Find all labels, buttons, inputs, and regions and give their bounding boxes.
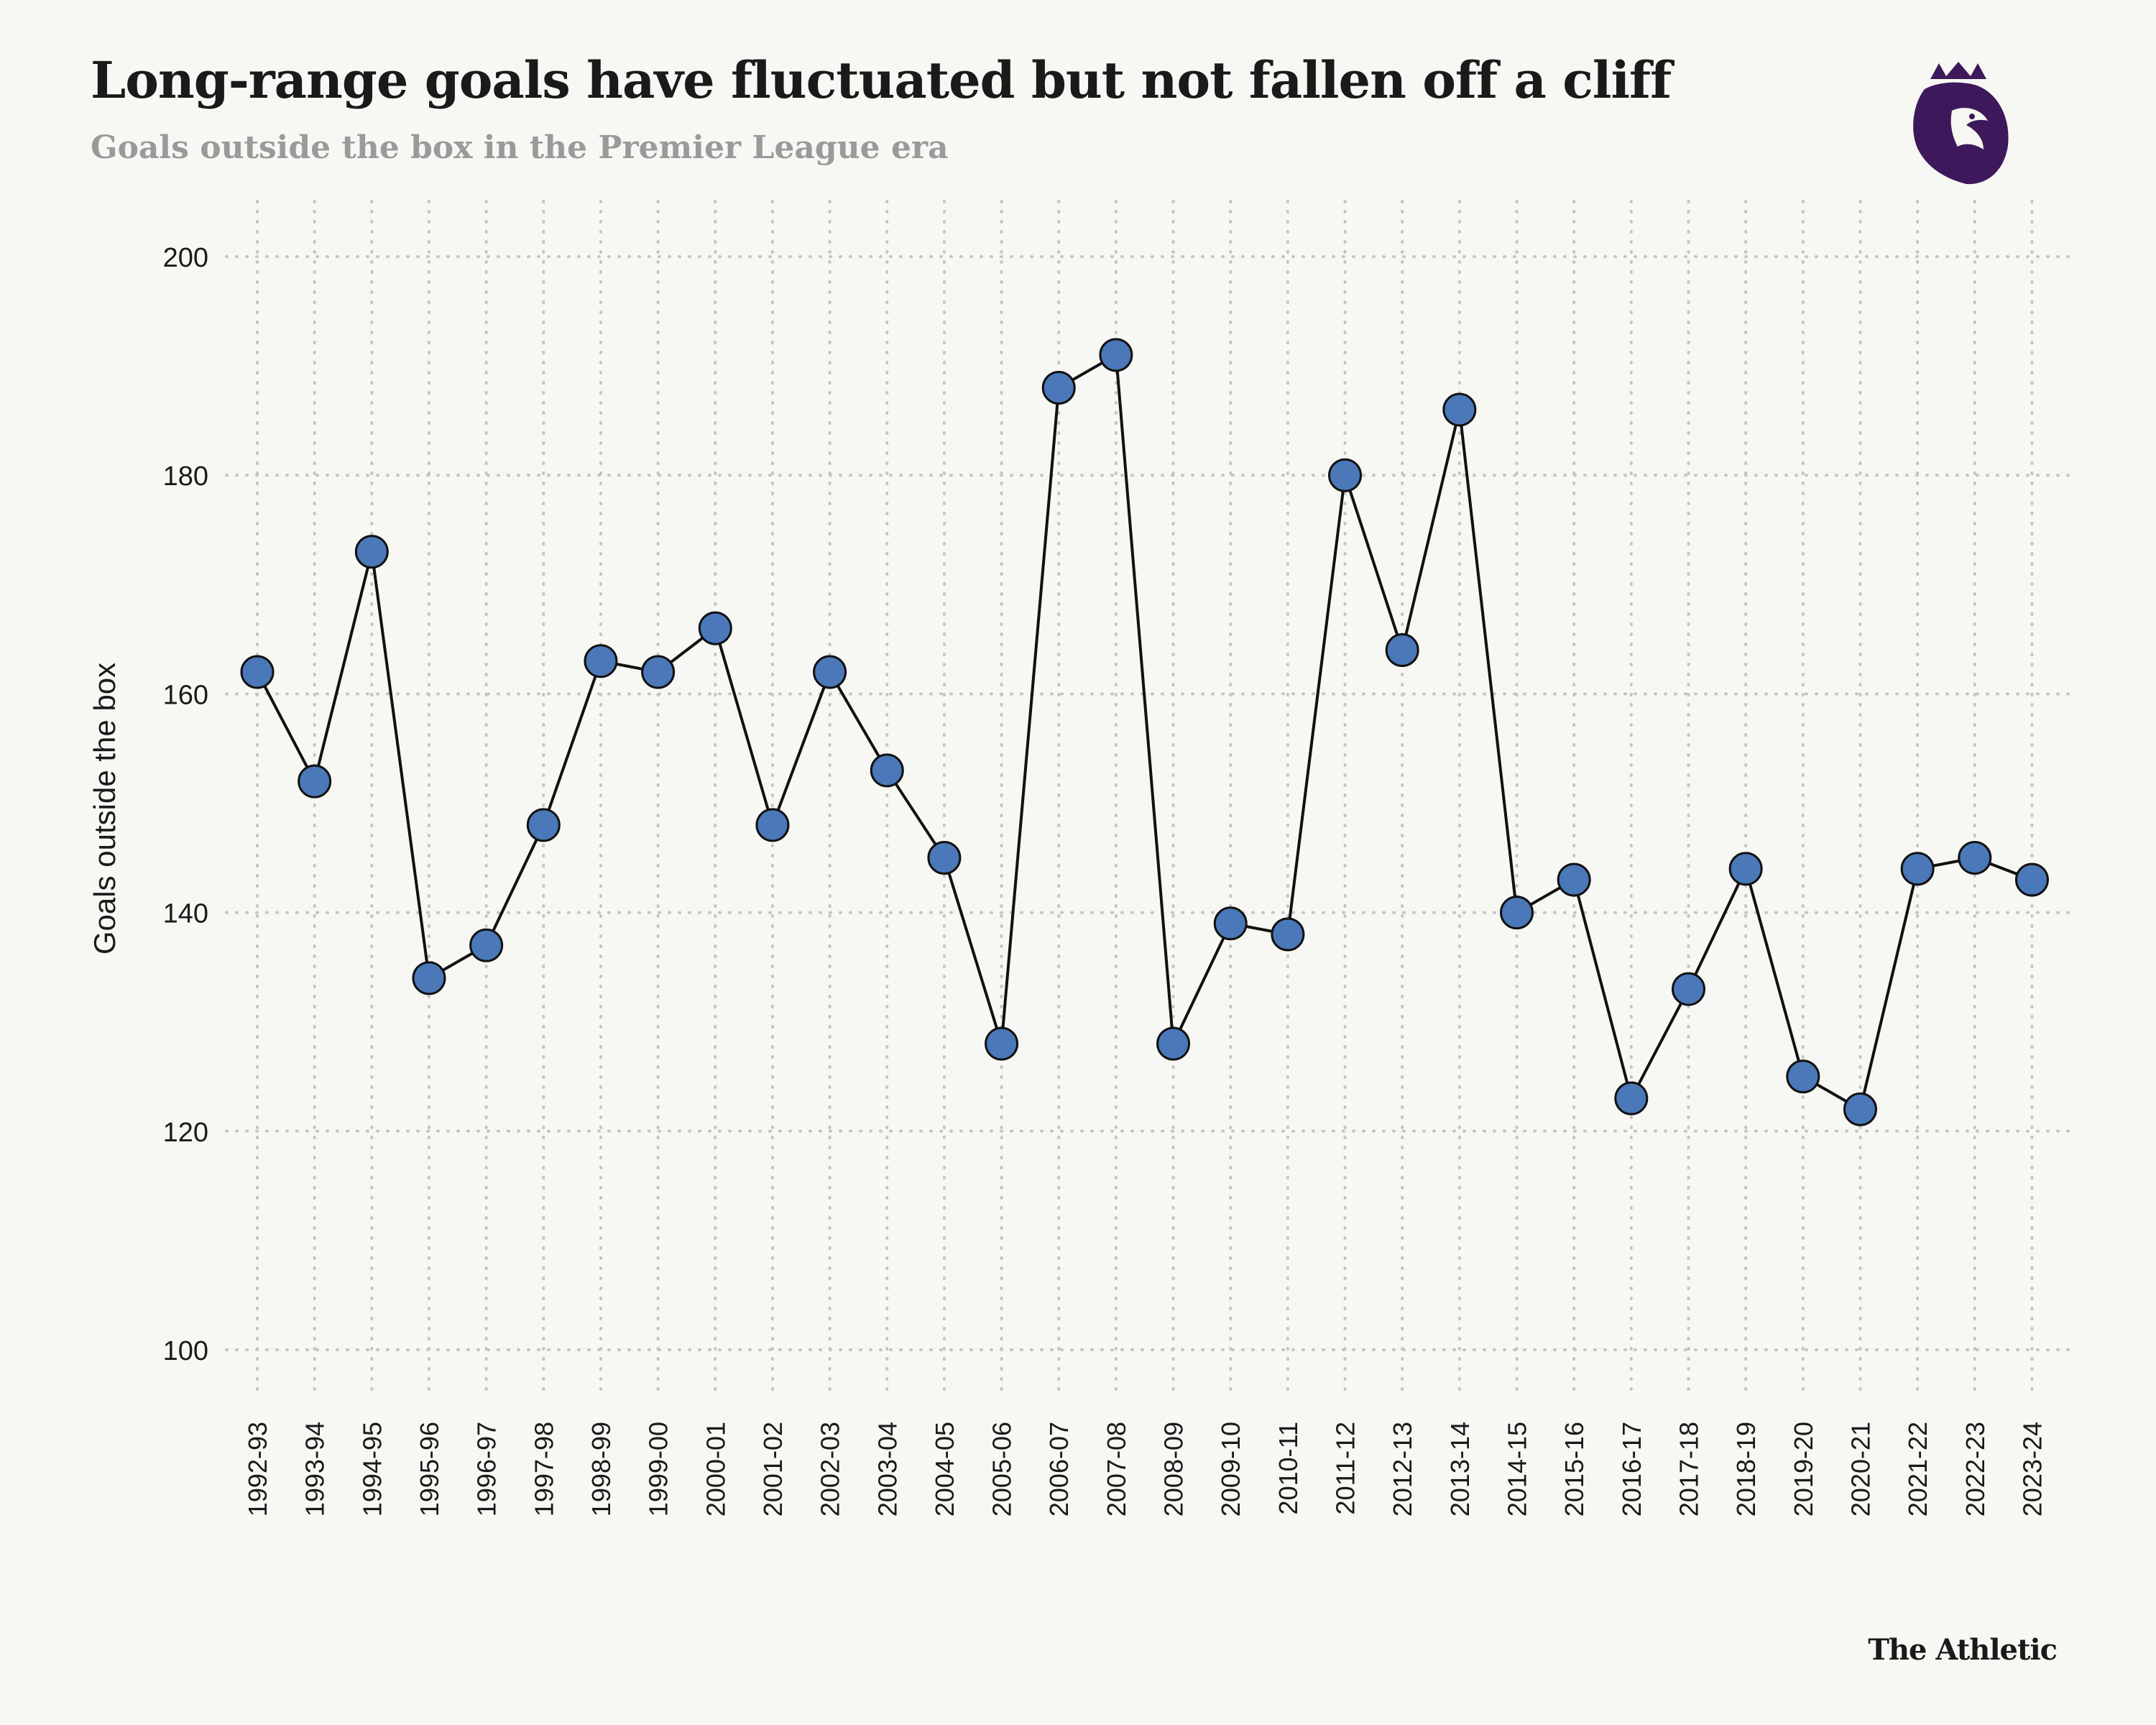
x-tick-label: 1997-98 <box>529 1422 558 1517</box>
x-tick-label: 2020-21 <box>1846 1422 1875 1517</box>
data-point <box>2014 862 2049 897</box>
data-point <box>755 808 790 842</box>
data-point <box>469 928 504 962</box>
data-point <box>1843 1092 1877 1126</box>
y-axis-ticks: 100 120 140 160 180 200 <box>163 243 208 1366</box>
x-tick-label: 1994-95 <box>357 1422 387 1517</box>
x-tick-label: 2002-03 <box>816 1422 845 1517</box>
x-tick-label: 2011-12 <box>1331 1422 1360 1514</box>
x-tick-label: 2018-19 <box>1731 1422 1761 1517</box>
series-line <box>256 353 2033 1111</box>
publisher-brand: The Athletic <box>1868 1633 2058 1667</box>
series-line-layer <box>256 353 2033 1111</box>
x-tick-label: 2010-11 <box>1273 1422 1303 1514</box>
x-tick-label: 1993-94 <box>300 1422 330 1517</box>
data-point <box>1728 852 1763 886</box>
x-axis-ticks: 1992-93 1993-94 1994-95 1995-96 1996-97 1997-… <box>243 1422 2047 1517</box>
y-tick-label: 180 <box>163 461 208 492</box>
data-point <box>1213 906 1248 941</box>
x-tick-label: 2016-17 <box>1617 1422 1646 1517</box>
data-point <box>698 611 732 645</box>
x-tick-label: 2022-23 <box>1961 1422 1990 1517</box>
x-tick-label: 1995-96 <box>415 1422 444 1517</box>
chart-subtitle: Goals outside the box in the Premier Lea… <box>91 129 949 166</box>
data-point <box>927 841 962 875</box>
x-tick-label: 2003-04 <box>872 1422 902 1517</box>
y-tick-label: 160 <box>163 680 208 710</box>
data-point <box>1271 917 1305 952</box>
x-tick-label: 2005-06 <box>987 1422 1017 1517</box>
data-point <box>240 655 275 689</box>
x-tick-label: 2013-14 <box>1445 1422 1475 1517</box>
x-tick-label: 2015-16 <box>1560 1422 1589 1517</box>
x-tick-label: 2017-18 <box>1674 1422 1704 1517</box>
chart-title: Long-range goals have fluctuated but not… <box>91 50 1672 110</box>
data-point <box>1442 392 1477 427</box>
y-tick-label: 200 <box>163 243 208 273</box>
x-tick-label: 1992-93 <box>243 1422 272 1517</box>
data-point <box>1385 633 1419 668</box>
x-tick-label: 2012-13 <box>1388 1422 1417 1517</box>
x-tick-label: 2021-22 <box>1903 1422 1932 1517</box>
x-tick-label: 1996-97 <box>472 1422 502 1517</box>
data-point <box>298 764 332 799</box>
x-tick-label: 2000-01 <box>701 1422 730 1517</box>
data-point <box>813 655 847 689</box>
data-point <box>354 535 389 569</box>
x-tick-label: 2019-20 <box>1789 1422 1818 1517</box>
data-point <box>1500 896 1534 930</box>
data-point <box>1786 1059 1820 1094</box>
data-points <box>240 338 2049 1126</box>
data-point <box>1672 972 1705 1006</box>
data-point <box>412 961 446 995</box>
data-point <box>1041 371 1076 405</box>
data-point <box>526 808 561 842</box>
data-point <box>1557 862 1591 897</box>
data-point <box>1099 338 1133 372</box>
x-tick-label: 2007-08 <box>1102 1422 1131 1517</box>
data-point <box>1900 852 1935 886</box>
x-tick-label: 2023-24 <box>2017 1422 2047 1517</box>
data-point <box>584 644 618 678</box>
x-tick-label: 2008-09 <box>1159 1422 1189 1517</box>
data-point <box>985 1026 1019 1061</box>
data-point <box>870 753 904 788</box>
y-tick-label: 100 <box>163 1336 208 1366</box>
data-point <box>1614 1081 1649 1116</box>
grid-lines <box>225 200 2071 1399</box>
x-tick-label: 2004-05 <box>930 1422 959 1517</box>
data-point <box>641 655 676 689</box>
x-tick-label: 1999-00 <box>644 1422 673 1517</box>
x-tick-label: 2001-02 <box>758 1422 788 1517</box>
data-point <box>1156 1026 1191 1061</box>
x-tick-label: 2006-07 <box>1044 1422 1074 1517</box>
data-point <box>1958 841 1992 875</box>
premier-league-lion-icon <box>1913 62 2009 185</box>
x-tick-label: 1998-99 <box>586 1422 616 1517</box>
x-tick-label: 2014-15 <box>1503 1422 1532 1517</box>
x-tick-label: 2009-10 <box>1216 1422 1245 1517</box>
y-tick-label: 120 <box>163 1118 208 1148</box>
data-point <box>1328 458 1363 492</box>
y-tick-label: 140 <box>163 899 208 929</box>
